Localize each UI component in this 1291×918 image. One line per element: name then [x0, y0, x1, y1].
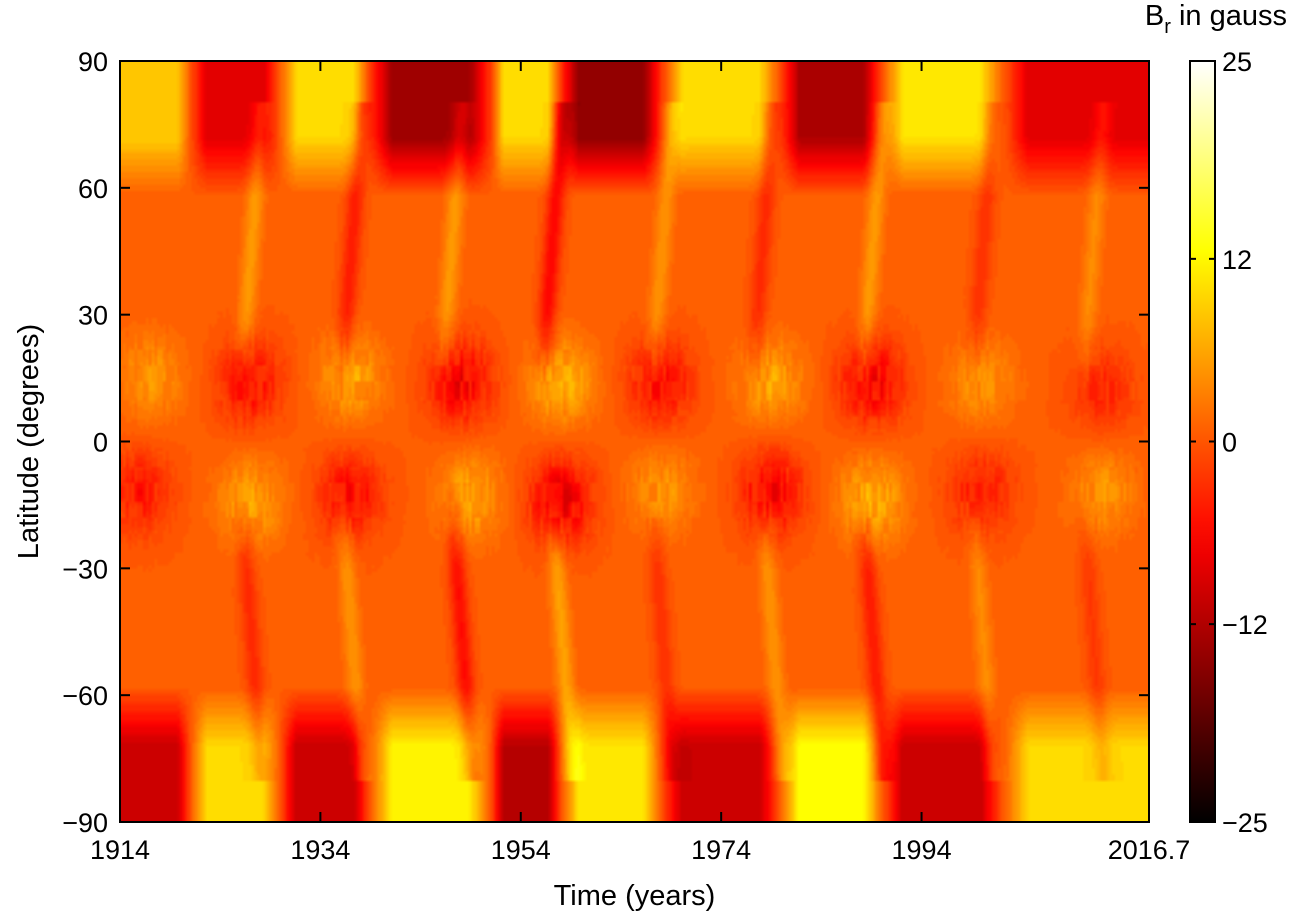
colorbar-label: Br in gauss: [1145, 0, 1287, 38]
x-tick-label: 1994: [892, 835, 952, 865]
y-axis: −90 −60 −30 0 30 60 90: [62, 47, 1149, 838]
x-axis: 1914 1934 1954 1974 1994 2016.7: [90, 61, 1190, 865]
y-tick-label: 90: [78, 47, 108, 77]
y-axis-label: Latitude (degrees): [13, 324, 45, 559]
heatmap-image: [120, 61, 1149, 822]
y-tick-label: 30: [78, 301, 108, 331]
x-tick-label: 1914: [90, 835, 150, 865]
x-tick-label: 1974: [691, 835, 751, 865]
colorbar-label-rest: in gauss: [1171, 0, 1287, 32]
x-tick-label: 1934: [290, 835, 350, 865]
colorbar-label-main: B: [1145, 0, 1164, 32]
x-tick-label: 2016.7: [1108, 835, 1191, 865]
colorbar-tick-label: 0: [1222, 428, 1237, 458]
y-tick-label: −90: [62, 808, 108, 838]
y-tick-label: −30: [62, 554, 108, 584]
colorbar-tick-label: 25: [1222, 47, 1252, 77]
x-axis-label: Time (years): [554, 880, 716, 912]
y-tick-label: −60: [62, 681, 108, 711]
colorbar-tick-label: −25: [1222, 808, 1268, 838]
colorbar-tick-label: 12: [1222, 245, 1252, 275]
y-tick-label: 0: [93, 428, 108, 458]
colorbar-tick-label: −12: [1222, 610, 1268, 640]
colorbar-ticks: 25 12 0 −12 −25: [1190, 47, 1268, 838]
colorbar-label-sub: r: [1164, 16, 1171, 38]
x-tick-label: 1954: [491, 835, 551, 865]
y-tick-label: 60: [78, 174, 108, 204]
